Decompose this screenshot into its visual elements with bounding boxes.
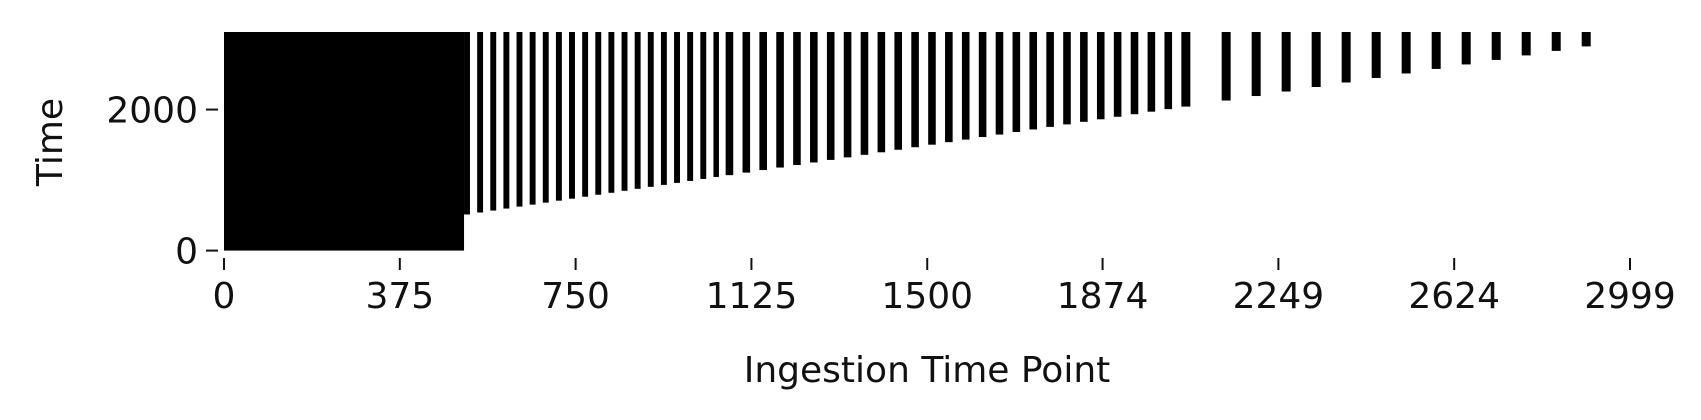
bar	[1096, 32, 1105, 120]
x-tick-label: 2249	[1233, 276, 1325, 317]
bar	[608, 32, 615, 193]
bar	[843, 32, 852, 158]
bar	[647, 32, 654, 187]
y-axis: 0 2000	[106, 91, 218, 273]
y-tick-label: 2000	[106, 91, 198, 132]
bar	[542, 32, 549, 203]
bar	[1046, 32, 1054, 127]
bar	[1063, 32, 1071, 125]
bar	[826, 32, 835, 160]
x-tick-label: 1125	[706, 276, 798, 317]
bar	[961, 32, 970, 140]
bar	[1221, 32, 1231, 101]
bar	[1164, 32, 1173, 110]
bar	[1251, 32, 1261, 97]
bar	[978, 32, 987, 138]
x-tick-label: 2624	[1408, 276, 1500, 317]
bar	[621, 32, 628, 191]
bar	[1147, 32, 1156, 112]
bar	[660, 32, 667, 185]
bar	[1130, 32, 1139, 115]
x-axis: 0 375 750 1125 1500 1874 2249 2624 2999	[213, 258, 1676, 317]
x-tick-label: 2999	[1584, 276, 1676, 317]
bar	[1080, 32, 1088, 122]
bar	[928, 32, 936, 145]
bar	[1311, 32, 1321, 87]
bar	[582, 32, 589, 197]
x-tick-label: 0	[213, 276, 236, 317]
x-tick-label: 750	[541, 276, 610, 317]
bar	[224, 32, 465, 251]
x-tick-label: 1500	[881, 276, 973, 317]
bar	[1401, 32, 1411, 74]
bar	[503, 32, 510, 209]
bar	[1281, 32, 1291, 92]
bar	[1113, 32, 1122, 117]
bar	[1371, 32, 1381, 78]
bar	[1521, 32, 1531, 56]
bar	[742, 32, 751, 173]
bar	[674, 32, 680, 183]
bar	[634, 32, 641, 189]
y-tick-label: 0	[175, 232, 198, 273]
bar	[995, 32, 1004, 135]
bar	[877, 32, 886, 153]
bar	[1012, 32, 1021, 132]
x-axis-label: Ingestion Time Point	[744, 350, 1111, 391]
bar	[490, 32, 497, 211]
bar	[894, 32, 903, 150]
bar	[1341, 32, 1351, 83]
bar	[911, 32, 919, 148]
bar	[516, 32, 523, 207]
bar	[1491, 32, 1501, 60]
bar	[1551, 32, 1561, 51]
bar	[759, 32, 767, 171]
bar	[1181, 32, 1191, 107]
bar	[464, 32, 470, 215]
bar	[529, 32, 536, 205]
x-tick-label: 375	[365, 276, 434, 317]
bar	[1581, 32, 1591, 47]
y-axis-label: Time	[30, 98, 71, 187]
bar	[687, 32, 694, 181]
bar	[860, 32, 869, 155]
bar	[477, 32, 484, 213]
bar	[1431, 32, 1441, 69]
bar	[725, 32, 734, 176]
bar	[945, 32, 953, 143]
bar	[595, 32, 602, 195]
bar	[1461, 32, 1471, 65]
bar	[1029, 32, 1038, 130]
bar	[700, 32, 707, 179]
bar	[793, 32, 801, 165]
bars-layer	[224, 32, 1591, 251]
bar	[569, 32, 575, 199]
bar	[555, 32, 562, 201]
bar	[776, 32, 784, 168]
bar	[810, 32, 818, 163]
x-tick-label: 1874	[1057, 276, 1149, 317]
bar	[713, 32, 719, 177]
